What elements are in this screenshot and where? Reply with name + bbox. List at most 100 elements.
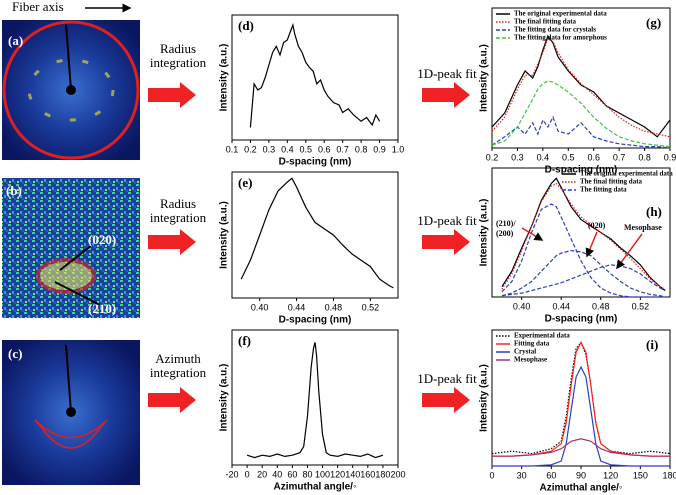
x-tick-label: 0.8 <box>355 144 368 154</box>
x-tick-label: 180 <box>662 470 676 480</box>
panel-label: (a) <box>8 33 23 48</box>
x-tick-label: -20 <box>225 469 238 479</box>
y-axis-label: Intensity (a.u.) <box>219 364 230 432</box>
red-arrow <box>148 229 196 255</box>
data-line <box>501 249 666 298</box>
annotation: (200) <box>496 229 514 238</box>
x-tick-label: 0.1 <box>226 144 239 154</box>
legend-label: The final fitting data <box>580 178 643 186</box>
data-line <box>491 34 671 138</box>
x-tick-label: 200 <box>390 469 405 479</box>
data-line <box>501 182 666 290</box>
annotation-arrow <box>616 233 643 270</box>
panel-label: (c) <box>8 346 22 361</box>
x-tick-label: 40 <box>272 469 282 479</box>
x-tick-label: 0.8 <box>638 152 651 162</box>
legend-label: Fitting data <box>514 340 550 348</box>
x-tick-label: 150 <box>633 470 648 480</box>
data-line <box>501 203 666 298</box>
x-tick-label: 30 <box>517 470 527 480</box>
x-tick-label: 0.52 <box>362 302 380 312</box>
red-circle <box>2 20 140 160</box>
x-tick-label: 0.7 <box>613 152 626 162</box>
x-tick-label: 0.7 <box>336 144 349 154</box>
step-label: integration <box>150 210 207 225</box>
peak-label: (020) <box>88 232 116 247</box>
step-label: Azimuth <box>155 351 201 366</box>
x-tick-label: 120 <box>603 470 618 480</box>
x-axis-label: D-spacing (nm) <box>279 315 352 326</box>
x-tick-label: 140 <box>345 469 360 479</box>
center <box>66 85 76 95</box>
legend-label: The fitting data for amorphous <box>514 34 607 42</box>
step-label: integration <box>150 365 207 380</box>
plot-frame <box>491 167 671 298</box>
beamstop <box>65 344 72 413</box>
x-tick-label: 80 <box>302 469 312 479</box>
legend-label: Crystal <box>514 348 536 356</box>
x-tick-label: 60 <box>287 469 297 479</box>
x-tick-label: 0.40 <box>251 302 269 312</box>
x-tick-label: 0.6 <box>587 152 600 162</box>
ring <box>27 58 115 122</box>
panel-label: (h) <box>646 204 662 219</box>
legend-label: The original experimental data <box>580 170 673 178</box>
step-label: 1D-peak fit <box>417 66 477 81</box>
x-tick-label: 0.44 <box>552 301 570 311</box>
red-arrow <box>422 82 470 108</box>
x-tick-label: 90 <box>576 470 586 480</box>
pattern-image <box>2 178 140 318</box>
x-tick-label: 0.2 <box>486 152 499 162</box>
beamstop <box>65 23 72 91</box>
panel-label: (i) <box>646 337 658 352</box>
x-tick-label: 0.4 <box>537 152 550 162</box>
peak-label: (210) <box>88 301 116 316</box>
x-tick-label: 0.9 <box>664 152 676 162</box>
panel-label: (g) <box>646 15 661 30</box>
x-tick-label: 160 <box>360 469 375 479</box>
x-tick-label: 0.6 <box>318 144 331 154</box>
x-tick-label: 1.0 <box>392 144 405 154</box>
annotation-arrow <box>585 231 598 258</box>
x-tick-label: 0.48 <box>592 301 610 311</box>
data-line <box>491 37 671 138</box>
red-arrow <box>422 387 470 413</box>
red-crescent <box>34 419 108 449</box>
x-tick-label: 100 <box>315 469 330 479</box>
step-label: Radius <box>160 41 196 56</box>
step-label: integration <box>150 55 207 70</box>
x-tick-label: 0.2 <box>244 144 257 154</box>
fiber-axis: Fiber axis <box>12 0 64 14</box>
x-axis-label: Azimuthal angle/◦ <box>274 482 357 493</box>
x-tick-label: 180 <box>375 469 390 479</box>
data-line <box>246 342 384 459</box>
pointer <box>54 281 101 306</box>
panel-label: (b) <box>6 183 22 198</box>
x-axis-label: D-spacing (nm) <box>545 314 618 325</box>
panel-label: (f) <box>238 333 251 348</box>
data-line <box>492 341 670 457</box>
step-label: Radius <box>160 196 196 211</box>
x-tick-label: 0.9 <box>373 144 386 154</box>
red-arrow <box>422 229 470 255</box>
x-axis-label: Azimuthal angle/◦ <box>540 483 623 494</box>
data-line <box>501 264 666 297</box>
data-line <box>491 115 671 149</box>
y-axis-label: Intensity (a.u.) <box>219 201 230 269</box>
data-line <box>491 80 671 148</box>
legend-label: The fitting data <box>580 186 627 194</box>
x-tick-label: 60 <box>546 470 556 480</box>
annotation: Mesophase <box>624 223 662 232</box>
panel-label: (e) <box>238 175 252 190</box>
x-tick-label: 0.48 <box>325 302 343 312</box>
x-axis-label: D-spacing (nm) <box>279 157 352 168</box>
legend-label: The fitting data for crystals <box>514 26 596 34</box>
panel-label: (d) <box>238 18 254 33</box>
data-line <box>492 438 670 457</box>
annotation: (210)/ <box>496 219 516 228</box>
data-line <box>249 22 381 128</box>
red-arrow <box>148 82 196 108</box>
step-label: 1D-peak fit <box>417 371 477 386</box>
x-tick-label: 0.3 <box>263 144 276 154</box>
